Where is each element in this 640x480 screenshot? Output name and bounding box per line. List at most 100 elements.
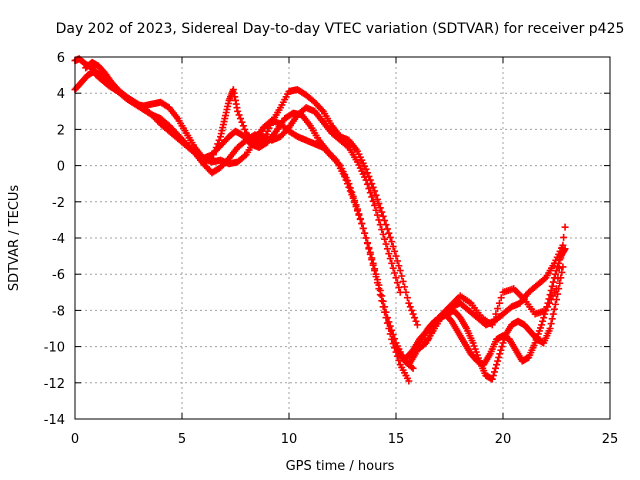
y-tick-label: 2 — [57, 123, 65, 138]
data-point — [391, 247, 399, 255]
x-tick-label: 10 — [281, 432, 298, 447]
data-point — [215, 136, 223, 144]
data-point — [365, 185, 373, 193]
data-point — [345, 180, 353, 188]
data-point — [398, 272, 406, 280]
data-point — [405, 299, 413, 307]
data-point — [366, 176, 374, 184]
x-tick-label: 15 — [388, 432, 405, 447]
data-point — [382, 221, 390, 229]
data-point — [355, 210, 363, 218]
data-point — [548, 315, 556, 323]
data-point — [359, 224, 367, 232]
data-point — [284, 125, 292, 133]
data-point — [386, 233, 394, 241]
data-point — [385, 325, 393, 332]
y-tick-label: -14 — [44, 413, 65, 428]
data-point — [236, 115, 244, 123]
data-point — [392, 274, 400, 282]
data-point — [553, 285, 560, 293]
data-point — [396, 267, 404, 275]
data-point — [540, 275, 548, 283]
data-point — [378, 297, 386, 305]
data-point — [406, 303, 414, 311]
data-point — [235, 111, 243, 119]
data-point — [492, 310, 500, 318]
data-point — [381, 235, 389, 243]
data-point — [362, 234, 370, 242]
data-point — [495, 299, 503, 307]
data-point — [383, 225, 391, 233]
data-point — [494, 305, 502, 313]
y-tick-label: -6 — [52, 268, 65, 283]
data-point — [402, 288, 410, 296]
data-point — [389, 242, 397, 250]
data-point — [547, 320, 555, 328]
data-point — [379, 303, 387, 311]
data-point — [539, 317, 547, 325]
data-point — [214, 140, 222, 148]
data-point — [368, 256, 376, 264]
data-point — [375, 200, 383, 208]
y-tick-label: -12 — [44, 377, 65, 392]
data-point — [383, 319, 391, 327]
data-point — [551, 288, 559, 296]
data-point — [381, 308, 389, 316]
data-point — [405, 377, 413, 385]
data-point — [561, 223, 569, 231]
data-point — [388, 259, 396, 267]
data-point — [393, 279, 401, 287]
data-point — [366, 189, 374, 197]
data-point — [358, 220, 366, 228]
data-point — [490, 368, 498, 376]
data-point — [371, 187, 379, 195]
data-point — [365, 245, 373, 253]
y-axis: -14 -12 -10 -8 -6 -4 -2 0 2 4 6 — [44, 51, 610, 428]
data-point — [499, 339, 507, 347]
data-point — [558, 244, 566, 252]
data-point — [558, 268, 566, 276]
data-point — [409, 310, 417, 318]
y-tick-label: -10 — [44, 341, 65, 356]
data-point — [547, 296, 555, 304]
data-point — [399, 277, 407, 285]
data-point — [369, 197, 377, 205]
data-point — [429, 325, 437, 332]
data-point — [551, 270, 559, 278]
data-point — [362, 165, 370, 173]
data-point — [546, 325, 554, 332]
data-point — [492, 364, 500, 372]
data-point — [211, 147, 219, 155]
data-point — [493, 361, 501, 369]
data-point — [346, 184, 354, 192]
data-point — [488, 321, 496, 329]
data-point — [556, 279, 564, 287]
data-point — [351, 197, 359, 205]
data-point — [560, 233, 568, 241]
data-point — [378, 208, 386, 216]
data-point — [212, 144, 220, 151]
grid-lines — [75, 57, 610, 419]
data-point — [349, 192, 357, 200]
data-point — [488, 375, 496, 383]
data-point — [373, 279, 381, 287]
data-point — [545, 299, 553, 307]
data-point — [401, 283, 409, 291]
data-point — [375, 285, 383, 293]
data-point — [379, 212, 387, 220]
data-point — [361, 229, 369, 237]
y-tick-label: 0 — [57, 160, 65, 175]
data-point — [540, 314, 548, 322]
data-point — [372, 206, 380, 214]
data-point — [554, 274, 562, 282]
data-point — [369, 261, 377, 269]
data-point — [409, 364, 417, 372]
data-point — [391, 269, 399, 277]
data-point — [433, 317, 441, 325]
data-point — [490, 315, 498, 323]
data-point — [408, 306, 416, 314]
data-point — [489, 372, 497, 380]
data-point — [385, 250, 393, 258]
data-point — [381, 217, 389, 225]
data-point — [388, 335, 396, 343]
